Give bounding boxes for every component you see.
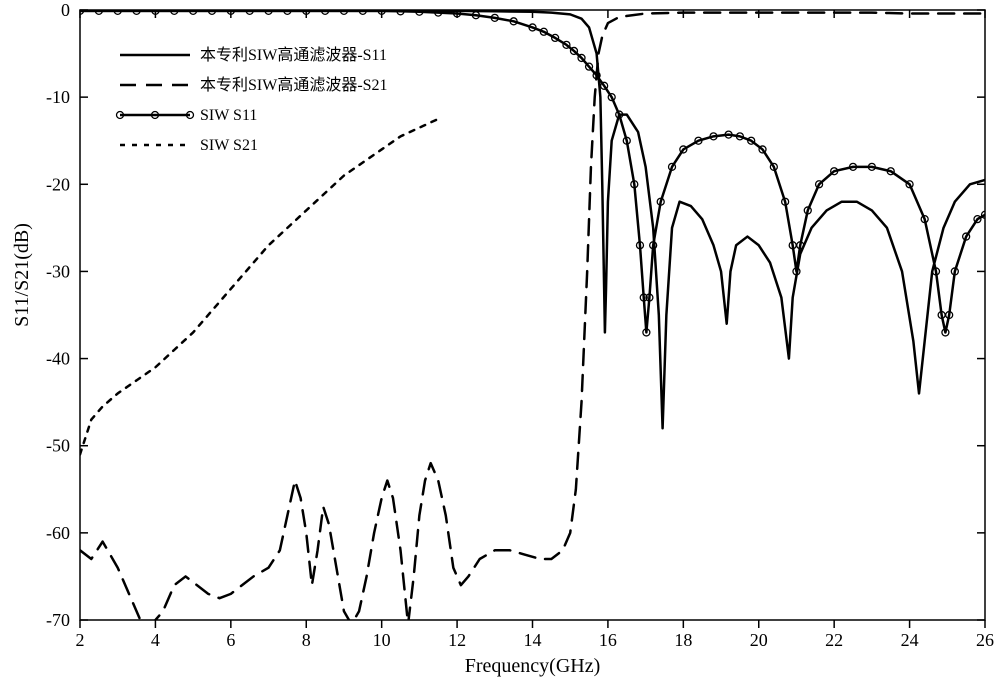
y-tick-label: -50 bbox=[46, 436, 70, 456]
legend-label-s11_siw_hp: 本专利SIW高通滤波器-S11 bbox=[200, 46, 387, 64]
y-tick-label: -30 bbox=[46, 261, 70, 281]
x-tick-label: 24 bbox=[901, 630, 919, 650]
chart-container: 2468101214161820222426-70-60-50-40-30-20… bbox=[0, 0, 1000, 684]
x-tick-label: 16 bbox=[599, 630, 617, 650]
y-tick-label: 0 bbox=[61, 0, 70, 20]
legend-label-siw_s21: SIW S21 bbox=[200, 137, 258, 154]
x-tick-label: 14 bbox=[524, 630, 542, 650]
x-tick-label: 22 bbox=[825, 630, 843, 650]
y-tick-label: -40 bbox=[46, 349, 70, 369]
x-tick-label: 4 bbox=[151, 630, 160, 650]
series-s21_siw_hp bbox=[80, 13, 985, 625]
series-siw_s21 bbox=[80, 119, 438, 455]
x-tick-label: 18 bbox=[674, 630, 692, 650]
x-tick-label: 6 bbox=[226, 630, 235, 650]
x-tick-label: 20 bbox=[750, 630, 768, 650]
y-tick-label: -60 bbox=[46, 523, 70, 543]
x-tick-label: 12 bbox=[448, 630, 466, 650]
legend-label-siw_s11: SIW S11 bbox=[200, 107, 257, 124]
chart-svg: 2468101214161820222426-70-60-50-40-30-20… bbox=[0, 0, 1000, 684]
y-tick-label: -70 bbox=[46, 610, 70, 630]
x-tick-label: 2 bbox=[76, 630, 85, 650]
y-tick-label: -10 bbox=[46, 87, 70, 107]
x-tick-label: 8 bbox=[302, 630, 311, 650]
x-tick-label: 26 bbox=[976, 630, 994, 650]
legend-label-s21_siw_hp: 本专利SIW高通滤波器-S21 bbox=[200, 76, 388, 94]
x-tick-label: 10 bbox=[373, 630, 391, 650]
x-axis-label: Frequency(GHz) bbox=[465, 655, 601, 677]
y-tick-label: -20 bbox=[46, 174, 70, 194]
series-s11_siw_hp bbox=[80, 11, 985, 428]
y-axis-label: S11/S21(dB) bbox=[11, 223, 33, 327]
